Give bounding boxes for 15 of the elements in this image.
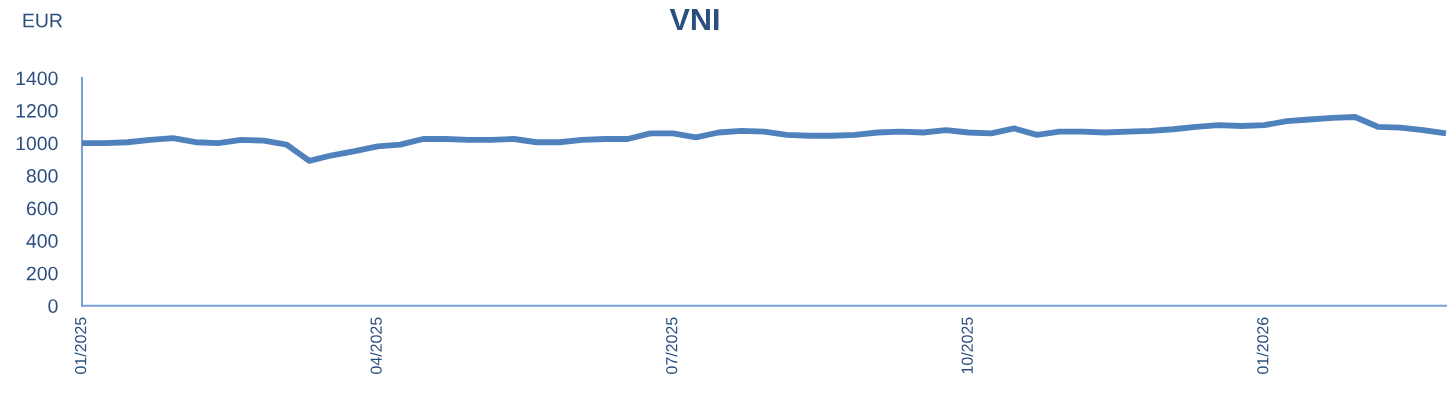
x-tick-label: 01/2026 [1256,317,1269,374]
x-tick-label: 07/2025 [665,317,678,374]
y-axis-title: EUR [23,13,63,28]
y-tick-label: 600 [26,201,58,216]
y-tick-label: 1200 [16,104,58,118]
x-tick-label: 10/2025 [961,317,973,374]
y-tick-label: 200 [26,266,58,281]
y-tick-label: 800 [26,169,58,183]
y-tick-label: 0 [48,299,58,313]
y-tick-label: 1000 [16,136,58,151]
x-tick-label: 04/2025 [370,317,382,374]
chart-title: VNI [669,9,719,31]
x-tick-label: 01/2025 [74,317,87,374]
y-tick-label: 400 [26,234,58,248]
y-tick-label: 1400 [16,71,58,86]
